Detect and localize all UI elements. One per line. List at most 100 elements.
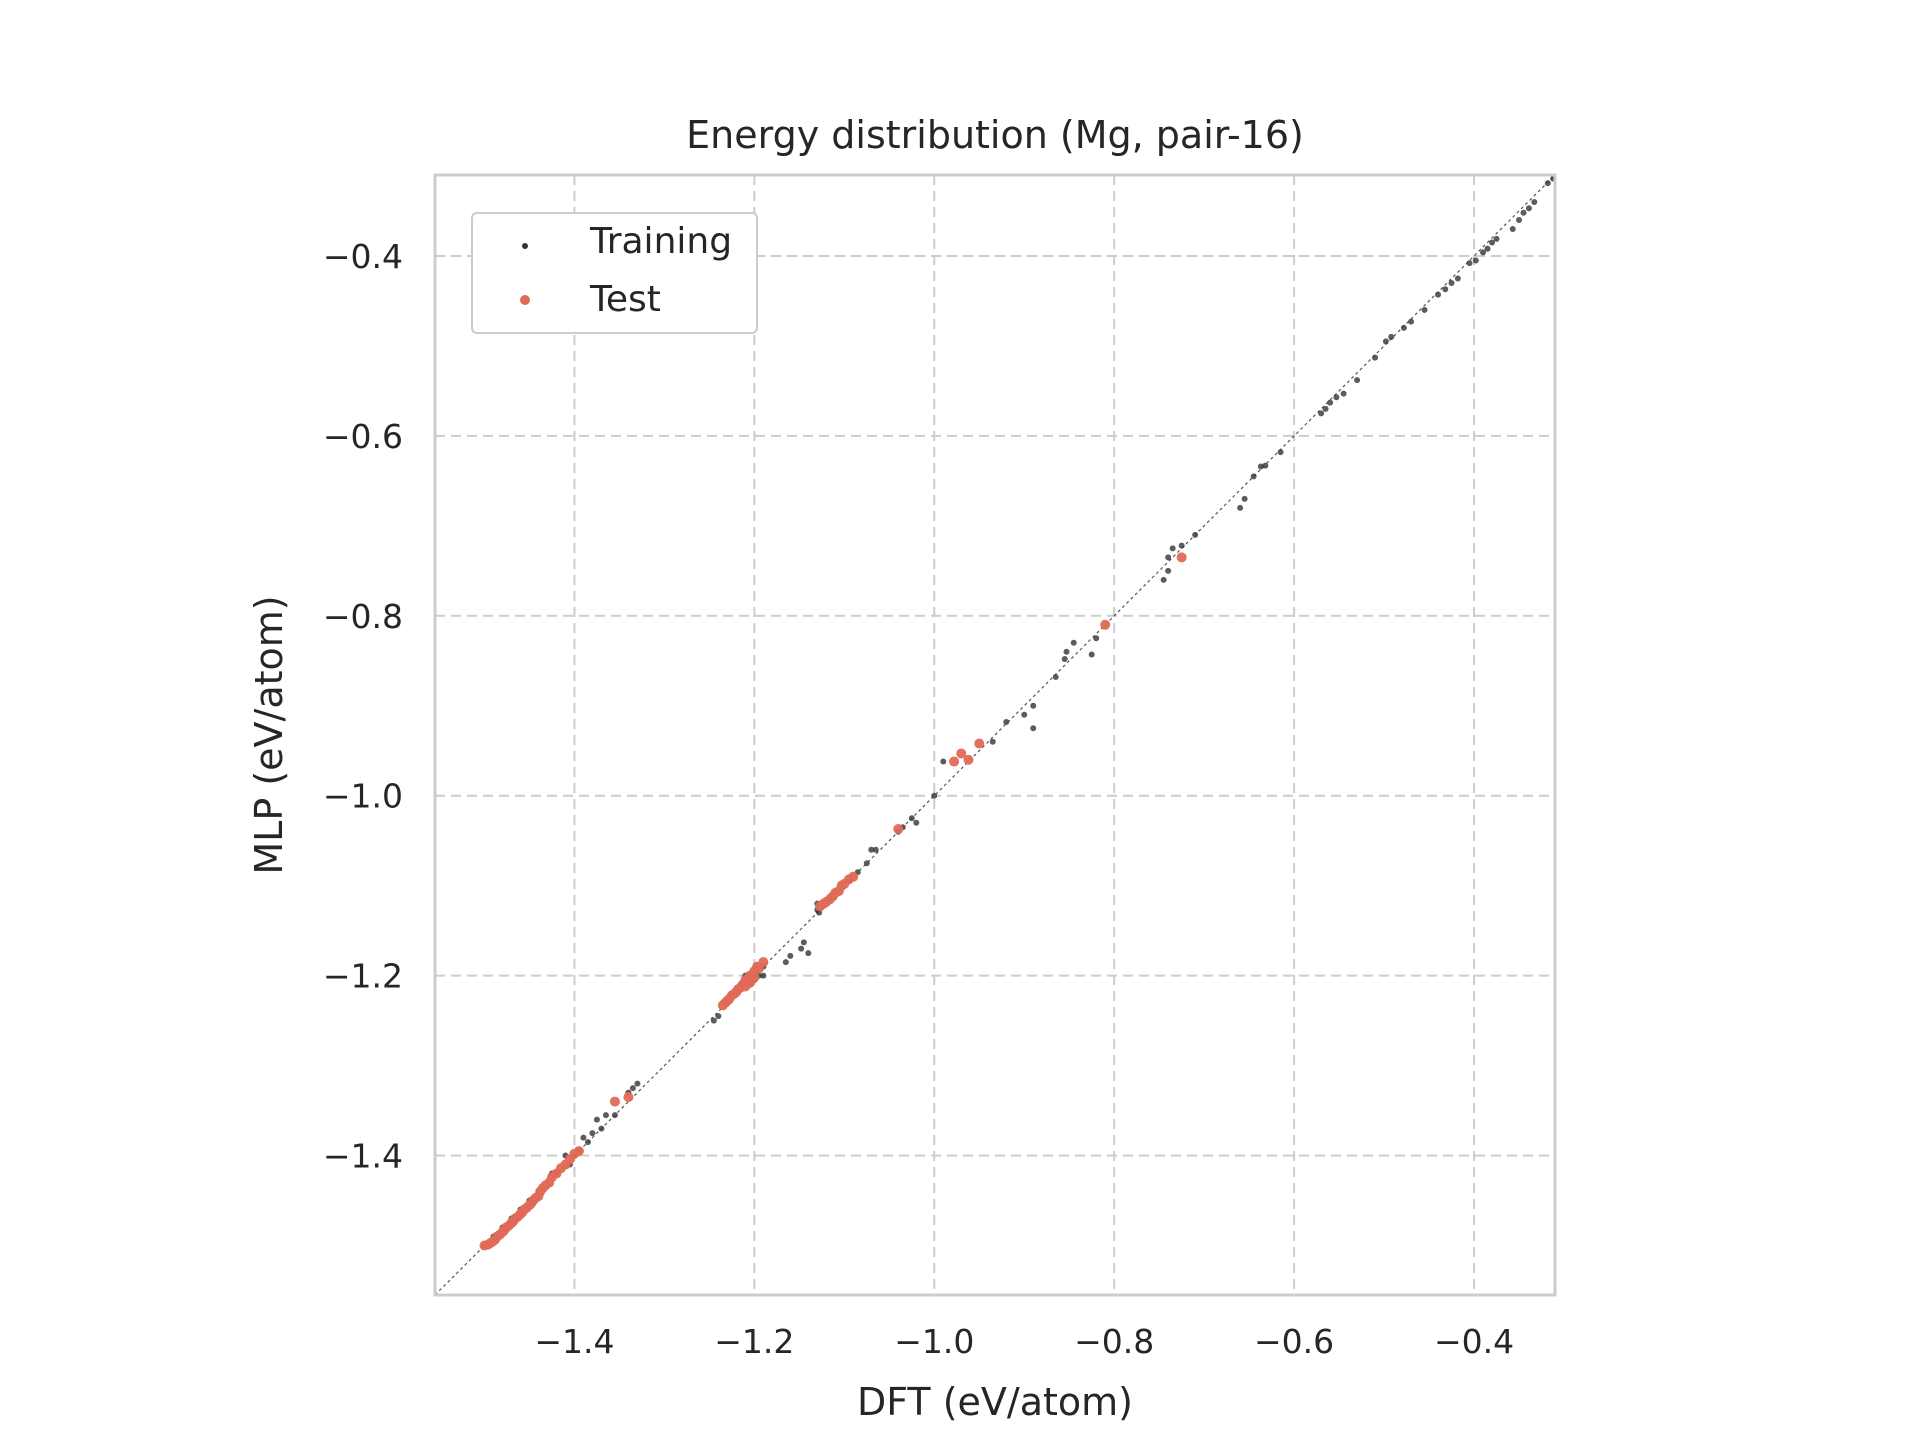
training-point [1322, 405, 1329, 412]
training-point [782, 959, 789, 966]
test-point [893, 824, 904, 835]
training-point [989, 738, 996, 745]
test-point [623, 1092, 634, 1103]
training-point [1262, 462, 1269, 469]
training-point [580, 1134, 587, 1141]
training-point [1169, 545, 1176, 552]
training-point [1178, 542, 1185, 549]
training-point [1372, 354, 1379, 361]
training-point [1192, 531, 1199, 538]
training-point [1021, 711, 1028, 718]
training-point [1061, 655, 1068, 662]
training-point [1070, 639, 1077, 646]
training-series [481, 175, 1557, 1249]
training-point [1093, 635, 1100, 642]
training-point [1318, 410, 1325, 417]
test-point [956, 748, 967, 759]
training-point [1520, 209, 1527, 216]
training-point [715, 1013, 722, 1020]
x-tick-label: −0.4 [1434, 1322, 1514, 1361]
training-point [611, 1112, 618, 1119]
training-point [1030, 702, 1037, 709]
y-axis-label: MLP (eV/atom) [247, 595, 291, 874]
training-point [1160, 576, 1167, 583]
x-tick-label: −0.6 [1254, 1322, 1334, 1361]
training-point [1388, 333, 1395, 340]
training-point [710, 1017, 717, 1024]
test-point [609, 1096, 620, 1107]
test-point [1100, 619, 1111, 630]
test-point [974, 738, 985, 749]
training-point [908, 815, 915, 822]
training-point [1237, 504, 1244, 511]
training-point [913, 819, 920, 826]
training-point [1063, 648, 1070, 655]
training-point [1408, 318, 1415, 325]
training-point [1030, 725, 1037, 732]
legend: Training Test [471, 212, 758, 334]
training-point [1354, 377, 1361, 384]
grid-lines [435, 175, 1555, 1295]
training-point [1448, 279, 1455, 286]
test-point [963, 754, 974, 765]
training-point [1484, 245, 1491, 252]
training-point [1421, 306, 1428, 313]
y-tick-label: −1.0 [323, 777, 403, 816]
training-point [1250, 473, 1257, 480]
training-point [593, 1116, 600, 1123]
training-point [787, 952, 794, 959]
training-point [1509, 225, 1516, 232]
training-point [1435, 291, 1442, 298]
training-point [602, 1112, 609, 1119]
training-point [805, 950, 812, 957]
training-point [931, 792, 938, 799]
chart-title: Energy distribution (Mg, pair-16) [686, 113, 1304, 157]
training-point [863, 860, 870, 867]
training-point [1472, 257, 1479, 264]
training-point [872, 846, 879, 853]
training-point [1466, 260, 1473, 267]
test-point [815, 901, 826, 912]
legend-test-label: Test [589, 279, 661, 320]
test-point [717, 1000, 728, 1011]
test-point [949, 756, 960, 767]
legend-training-label: Training [589, 221, 732, 262]
x-tick-label: −1.4 [534, 1322, 614, 1361]
training-point [1489, 239, 1496, 246]
y-tick-label: −0.8 [323, 597, 403, 636]
training-point [1340, 390, 1347, 397]
training-point [1052, 673, 1059, 680]
legend-box [471, 212, 758, 334]
y-tick-label: −0.4 [323, 237, 403, 276]
x-tick-label: −1.2 [714, 1322, 794, 1361]
training-point [1277, 449, 1284, 456]
training-point [1165, 554, 1172, 561]
training-point [629, 1085, 636, 1092]
test-point [479, 1240, 490, 1251]
training-point [1525, 205, 1532, 212]
test-series [479, 552, 1187, 1251]
x-tick-label: −0.8 [1074, 1322, 1154, 1361]
training-point [634, 1080, 641, 1087]
training-point [1327, 399, 1334, 406]
plot-frame [433, 173, 1557, 1297]
training-point [1531, 198, 1538, 205]
training-point [1088, 651, 1095, 658]
legend-training-marker [522, 243, 528, 249]
x-tick-labels: −1.4 −1.2 −1.0 −0.8 −0.6 −0.4 [534, 1322, 1514, 1361]
y-tick-label: −1.2 [323, 957, 403, 996]
training-point [1257, 463, 1264, 470]
training-point [1493, 235, 1500, 242]
training-point [1454, 275, 1461, 282]
training-point [1400, 324, 1407, 331]
x-axis-label: DFT (eV/atom) [857, 1380, 1133, 1424]
training-point [1003, 718, 1010, 725]
y-tick-label: −1.4 [323, 1137, 403, 1176]
x-tick-label: −1.0 [894, 1322, 974, 1361]
training-point [1516, 216, 1523, 223]
y-tick-labels: −1.4 −1.2 −1.0 −0.8 −0.6 −0.4 [323, 237, 403, 1176]
training-point [1480, 249, 1487, 256]
training-point [798, 945, 805, 952]
training-point [1165, 567, 1172, 574]
